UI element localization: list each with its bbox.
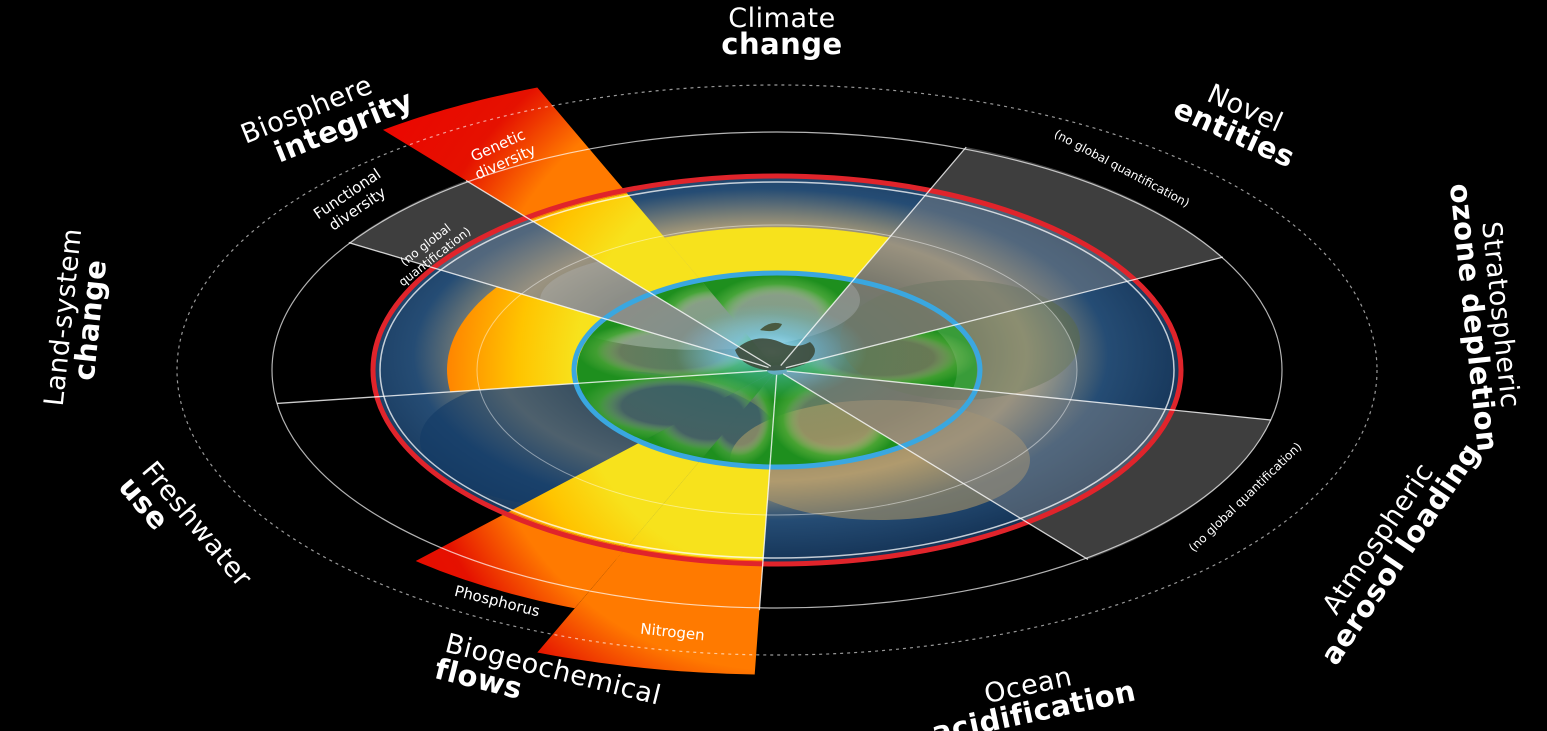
- risk-climate: [664, 227, 890, 282]
- sector-divider-4: [758, 374, 778, 611]
- sector-dividers: [276, 146, 1272, 611]
- risk-genetic-inner: [530, 193, 703, 295]
- outer-boundary-ring: [370, 173, 1184, 567]
- risk-nitrogen-inner: [615, 458, 770, 575]
- label-ozone: Stratospheric ozone depletion: [1443, 182, 1526, 454]
- grey-ozone: [935, 303, 1077, 400]
- label-aerosol: Atmospheric aerosol loading: [1314, 436, 1487, 670]
- risk-nitrogen-outer: [537, 546, 763, 675]
- label-climate-line2: change: [721, 27, 842, 61]
- ring-4: [271, 131, 1283, 609]
- grey-novel: [780, 147, 1223, 368]
- risk-genetic-outer: [383, 87, 628, 220]
- label-ocean: Ocean acidification: [929, 661, 1139, 731]
- sector-divider-2: [786, 370, 1272, 421]
- sector-divider-3: [782, 373, 1089, 560]
- sector-divider-5: [276, 370, 768, 405]
- sector-divider-6: [348, 241, 769, 369]
- middle-ring: [476, 224, 1078, 516]
- label-biosphere: Biosphere integrity: [237, 70, 418, 170]
- sector-divider-1: [785, 256, 1224, 369]
- globe-icon: [735, 322, 815, 371]
- label-freshwater: Freshwater use: [112, 456, 258, 594]
- no-quantification-layer: [348, 147, 1271, 560]
- outer-ring-inner: [379, 181, 1175, 559]
- sector-divider-0: [780, 146, 967, 367]
- safe-boundary-ring: [571, 270, 983, 470]
- ring-5-dotted: [176, 84, 1378, 656]
- grey-aerosol: [783, 371, 1271, 560]
- label-landsystem: Land-system change: [39, 227, 113, 408]
- risk-zone-layer: [383, 87, 890, 675]
- grey-functional: [348, 180, 771, 368]
- sector-divider-7: [465, 180, 772, 367]
- label-climate-line1: Climate: [728, 3, 835, 34]
- risk-phosphorus-inner: [509, 440, 703, 547]
- risk-landsystem: [447, 286, 608, 392]
- label-aerosol-line2: aerosol loading: [1314, 436, 1487, 670]
- label-novel: Novel entities: [1169, 78, 1301, 174]
